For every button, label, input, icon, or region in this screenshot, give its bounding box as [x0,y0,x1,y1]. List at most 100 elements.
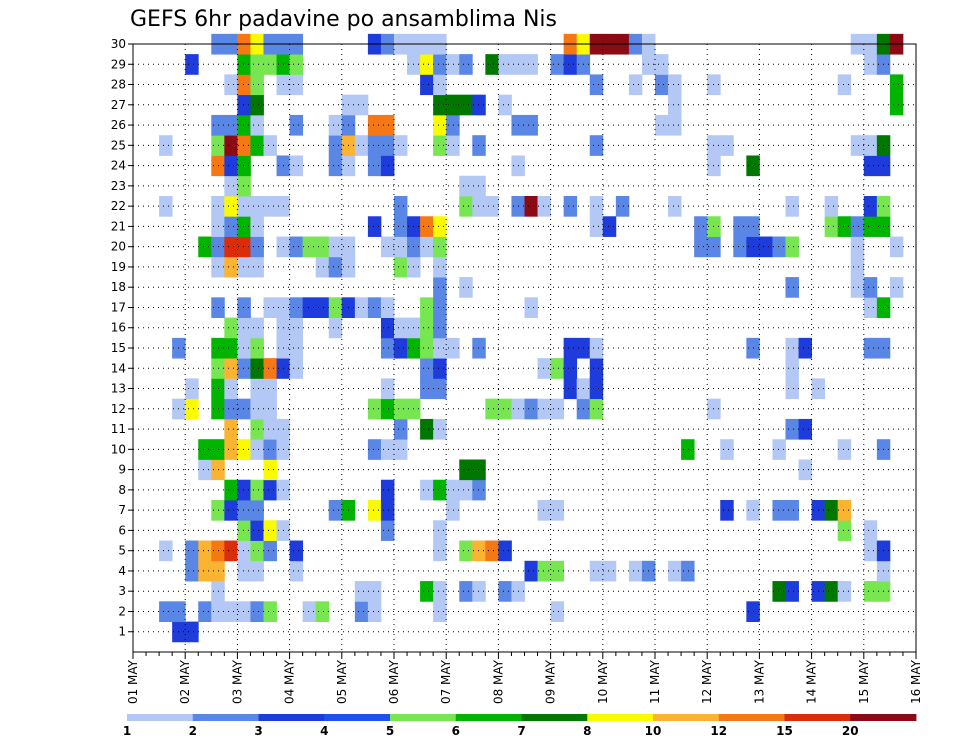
heatmap-cell [589,135,604,156]
heatmap-cell [224,317,238,339]
heatmap-cell [198,601,212,622]
heatmap-cell [420,479,434,501]
heatmap-cell [237,337,251,359]
heatmap-cell [237,94,251,116]
heatmap-cell [420,337,434,359]
heatmap-cell [289,114,304,136]
heatmap-cell [863,277,878,298]
heatmap-cell [367,601,382,622]
heatmap-cell [459,196,473,217]
heatmap-cell [863,216,878,237]
heatmap-cell [224,256,238,278]
heatmap-cell [367,297,382,318]
y-tick-label: 25 [111,138,126,152]
heatmap-cell [380,439,395,460]
heatmap-cell [250,216,264,237]
y-tick-label: 17 [111,300,126,314]
y-tick-label: 23 [111,179,126,193]
heatmap-cell [785,500,799,521]
heatmap-cell [380,155,395,177]
heatmap-cell [433,256,447,278]
heatmap-cell [524,560,538,582]
heatmap-cell [250,236,264,258]
heatmap-cell [446,94,460,116]
heatmap-cell [250,378,264,400]
heatmap-cell [263,398,277,420]
heatmap-cell [237,520,251,541]
heatmap-cell [289,155,304,177]
y-tick-label: 4 [118,564,126,578]
heatmap-cell [472,581,486,602]
heatmap-cell [289,317,304,339]
heatmap-cell [615,196,630,217]
x-tick-label: 02 MAY [178,659,192,704]
heatmap-cell [433,540,447,562]
colorbar-segment [455,714,522,721]
y-tick-label: 10 [111,442,126,456]
heatmap-cell [785,358,799,379]
heatmap-cell [498,398,512,420]
heatmap-cell [889,94,904,116]
heatmap-cell [250,114,264,136]
heatmap-cell [367,216,382,237]
heatmap-cell [433,520,447,541]
heatmap-cell [537,196,551,217]
heatmap-cell [224,479,238,501]
heatmap-cell [224,236,238,258]
heatmap-cell [524,297,538,318]
heatmap-cell [459,540,473,562]
heatmap-cell [772,439,786,460]
heatmap-cell [328,256,343,278]
heatmap-cell [433,581,447,602]
heatmap-cell [198,459,212,481]
heatmap-cell [224,216,238,237]
heatmap-cell [772,581,786,602]
heatmap-cell [772,500,786,521]
y-tick-label: 21 [111,219,126,233]
heatmap-cell [289,297,304,318]
heatmap-cell [720,500,734,521]
heatmap-cell [446,500,460,521]
heatmap-cell [863,540,878,562]
x-tick-label: 12 MAY [700,659,714,704]
heatmap-cell [837,500,852,521]
heatmap-cell [380,520,395,541]
heatmap-cell [472,135,486,156]
heatmap-cell [328,500,343,521]
heatmap-cell [250,398,264,420]
heatmap-cell [850,256,865,278]
heatmap-cell [224,114,238,136]
heatmap-cell [237,236,251,258]
heatmap-cell [224,500,238,521]
heatmap-cell [159,540,173,562]
heatmap-cell [733,236,747,258]
y-tick-label: 19 [111,260,126,274]
heatmap-cell [159,196,173,217]
heatmap-cell [498,581,512,602]
x-tick-label: 14 MAY [805,659,819,704]
chart-title: GEFS 6hr padavine po ansamblima Nis [130,7,557,32]
heatmap-cell [537,358,551,379]
heatmap-cell [237,358,251,379]
colorbar-segment [718,714,785,721]
heatmap-cell [380,398,395,420]
heatmap-cell [589,560,604,582]
x-tick-label: 10 MAY [596,659,610,704]
y-tick-label: 12 [111,402,126,416]
heatmap-cell [589,196,604,217]
heatmap-cell [198,439,212,460]
heatmap-cell [367,398,382,420]
heatmap-cell [889,236,904,258]
heatmap-cell [250,94,264,116]
heatmap-cell [824,196,839,217]
heatmap-cell [459,175,473,197]
heatmap-cell [446,337,460,359]
heatmap-cell [420,418,434,440]
heatmap-cell [550,398,565,420]
colorbar-segment [653,714,720,721]
heatmap-cell [420,358,434,379]
heatmap-cell [394,337,408,359]
heatmap-cell [380,479,395,501]
heatmap-cell [446,114,460,136]
heatmap-cell [550,500,565,521]
